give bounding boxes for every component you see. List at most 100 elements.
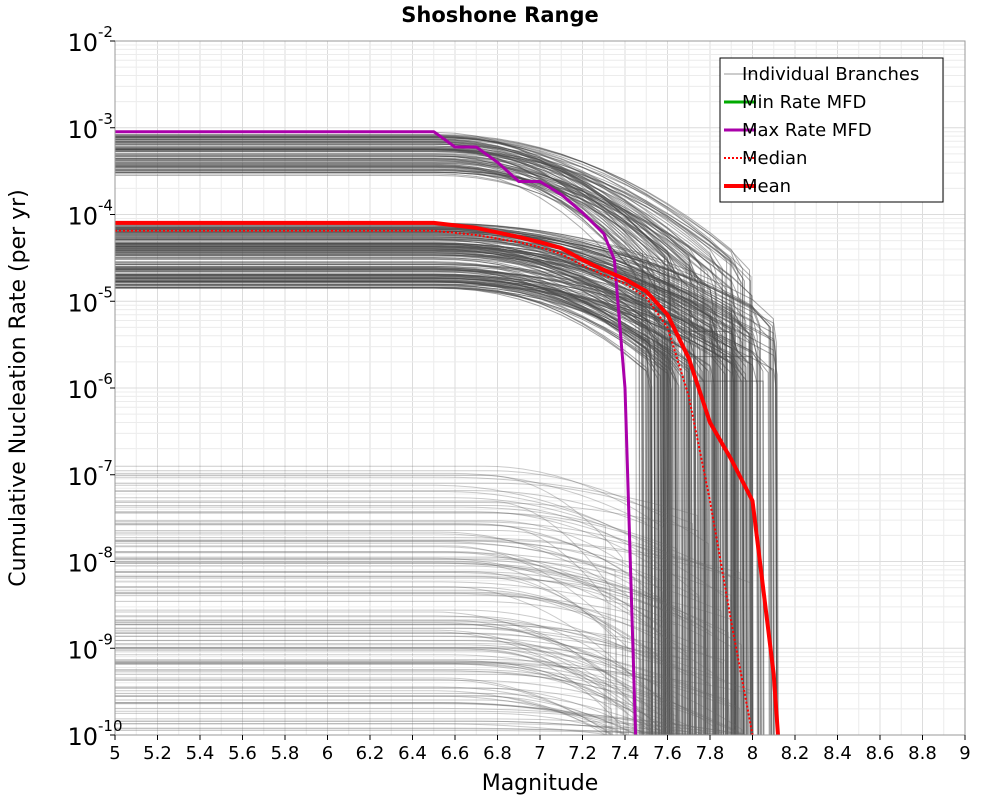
branch-line — [115, 650, 672, 736]
branch-line — [115, 280, 690, 736]
branch-line — [115, 141, 680, 736]
branch-line — [115, 149, 699, 736]
branch-line — [115, 720, 666, 736]
branch-line — [115, 702, 678, 736]
branch-line — [115, 170, 736, 736]
series-mean — [115, 220, 780, 736]
branch-line — [115, 171, 754, 736]
y-tick-exponent: -8 — [98, 544, 113, 562]
branch-line — [115, 662, 752, 736]
legend-label: Max Rate MFD — [742, 120, 872, 141]
branch-line — [115, 154, 684, 736]
branch-line — [115, 262, 650, 736]
branch-line — [115, 170, 753, 736]
branch-line — [115, 621, 681, 736]
branch-line — [115, 136, 692, 736]
branch-line — [115, 611, 634, 736]
branch-line — [115, 277, 669, 736]
branch-line — [115, 491, 680, 736]
branch-line — [115, 147, 745, 736]
y-tick-base: 10 — [67, 550, 98, 578]
branch-line — [115, 131, 645, 736]
branch-line — [115, 153, 684, 736]
branch-line — [115, 609, 624, 736]
y-tick-exponent: -7 — [98, 457, 113, 475]
x-tick-label: 5.2 — [143, 743, 172, 764]
branch-line — [115, 482, 694, 736]
branch-line — [115, 166, 742, 736]
y-tick-base: 10 — [67, 463, 98, 491]
branch-line — [115, 673, 678, 736]
branch-line — [115, 222, 748, 736]
branch-line — [115, 248, 670, 736]
series-max-rate-mfd — [115, 130, 638, 736]
branch-line — [115, 616, 675, 736]
branch-line — [115, 679, 615, 736]
legend-box — [719, 57, 944, 203]
branch-line — [115, 512, 734, 736]
branch-line — [115, 233, 736, 736]
branch-line — [115, 470, 710, 736]
x-tick-label: 6.6 — [441, 743, 470, 764]
branch-line — [115, 134, 667, 736]
branch-line — [115, 511, 663, 736]
branch-line — [115, 137, 703, 736]
branch-line — [115, 718, 743, 736]
branch-line — [115, 647, 684, 736]
branch-line — [115, 559, 743, 736]
branch-line — [115, 542, 617, 736]
branch-line — [115, 540, 733, 736]
branch-line — [115, 640, 737, 736]
branch-line — [115, 710, 748, 736]
branch-line — [115, 263, 729, 736]
branch-line — [115, 659, 730, 736]
branch-line — [115, 558, 723, 736]
branch-line — [115, 137, 718, 736]
branch-line — [115, 586, 636, 736]
branch-line — [115, 159, 697, 736]
branch-line — [115, 627, 680, 736]
branch-line — [115, 615, 691, 736]
branch-line — [115, 671, 637, 736]
branch-line — [115, 139, 665, 736]
branch-line — [115, 497, 607, 736]
branch-line — [115, 692, 673, 736]
branch-line — [115, 169, 715, 736]
branch-line — [115, 654, 723, 736]
legend-label: Individual Branches — [742, 64, 919, 85]
x-tick-label: 7.8 — [696, 743, 725, 764]
branch-line — [115, 627, 729, 736]
branch-line — [115, 166, 692, 736]
x-tick-label: 6.4 — [398, 743, 427, 764]
branch-line — [115, 147, 717, 736]
x-tick-label: 9 — [959, 743, 970, 764]
branch-line — [115, 629, 606, 736]
branch-line — [688, 330, 732, 735]
branch-line — [115, 720, 677, 736]
branch-line — [115, 155, 752, 736]
chart-title: Shoshone Range — [401, 3, 598, 27]
branch-line — [115, 523, 753, 736]
branch-line — [688, 356, 753, 735]
branch-line — [115, 586, 660, 736]
branch-line — [115, 165, 691, 736]
branch-line — [115, 557, 689, 736]
branch-line — [115, 520, 665, 736]
branch-line — [115, 512, 706, 736]
branch-line — [115, 695, 624, 736]
y-tick-base: 10 — [67, 723, 98, 751]
branch-line — [115, 533, 666, 736]
branch-line — [115, 524, 610, 736]
branch-line — [115, 639, 661, 736]
branch-line — [115, 136, 693, 736]
y-axis-label: Cumulative Nucleation Rate (per yr) — [6, 189, 31, 587]
branch-line — [115, 551, 673, 736]
branch-line — [115, 134, 732, 736]
branch-line — [115, 594, 679, 736]
branch-line — [115, 552, 659, 736]
branch-line — [115, 269, 656, 736]
x-tick-label: 6.2 — [356, 743, 385, 764]
branch-line — [115, 134, 729, 736]
branch-line — [115, 539, 732, 736]
